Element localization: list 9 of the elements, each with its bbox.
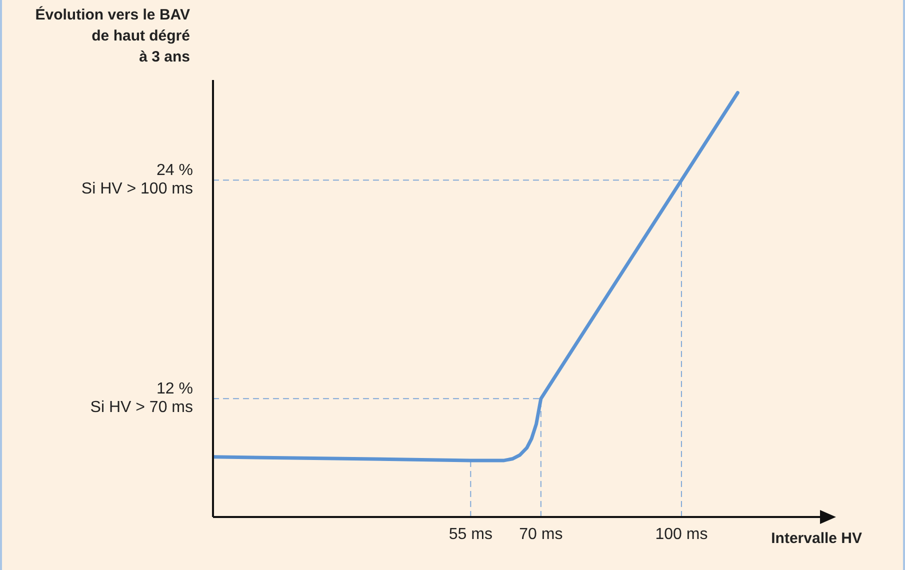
ref-line-label: Si HV > 70 ms bbox=[90, 399, 193, 416]
x-tick-label: 70 ms bbox=[519, 526, 563, 544]
x-axis-title: Intervalle HV bbox=[771, 530, 862, 548]
ref-line-label: Si HV > 100 ms bbox=[81, 180, 193, 198]
x-tick-label: 100 ms bbox=[655, 526, 708, 544]
x-tick-label: 55 ms bbox=[448, 526, 492, 544]
y-axis-title: Évolution vers le BAV de haut dégré à 3 ans bbox=[35, 6, 190, 66]
y-tick-label: 24 % bbox=[156, 162, 193, 179]
y-tick-label: 12 % bbox=[156, 380, 193, 398]
